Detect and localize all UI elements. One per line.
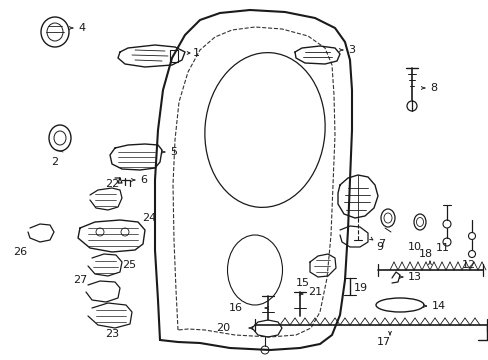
Text: 11: 11: [435, 243, 449, 253]
Text: 10: 10: [407, 242, 421, 252]
Text: 27: 27: [73, 275, 87, 285]
Text: 14: 14: [431, 301, 445, 311]
Text: 3: 3: [347, 45, 354, 55]
Text: 23: 23: [105, 329, 119, 339]
Text: 18: 18: [418, 249, 432, 259]
Text: 22: 22: [104, 179, 119, 189]
Text: 21: 21: [307, 287, 322, 297]
Text: 15: 15: [295, 278, 309, 288]
Text: 19: 19: [353, 283, 367, 293]
Text: 13: 13: [407, 272, 421, 282]
Text: 5: 5: [170, 147, 177, 157]
Text: 6: 6: [140, 175, 147, 185]
Text: 2: 2: [51, 157, 59, 167]
Text: 4: 4: [78, 23, 85, 33]
Text: 26: 26: [13, 247, 27, 257]
Text: 12: 12: [461, 260, 475, 270]
Text: 17: 17: [376, 337, 390, 347]
Text: 1: 1: [193, 48, 200, 58]
Text: 8: 8: [429, 83, 436, 93]
Text: 25: 25: [122, 260, 136, 270]
Text: 20: 20: [215, 323, 229, 333]
Text: 24: 24: [142, 213, 156, 223]
Text: 7: 7: [377, 239, 385, 249]
Text: 16: 16: [228, 303, 243, 313]
Text: 9: 9: [376, 242, 383, 252]
